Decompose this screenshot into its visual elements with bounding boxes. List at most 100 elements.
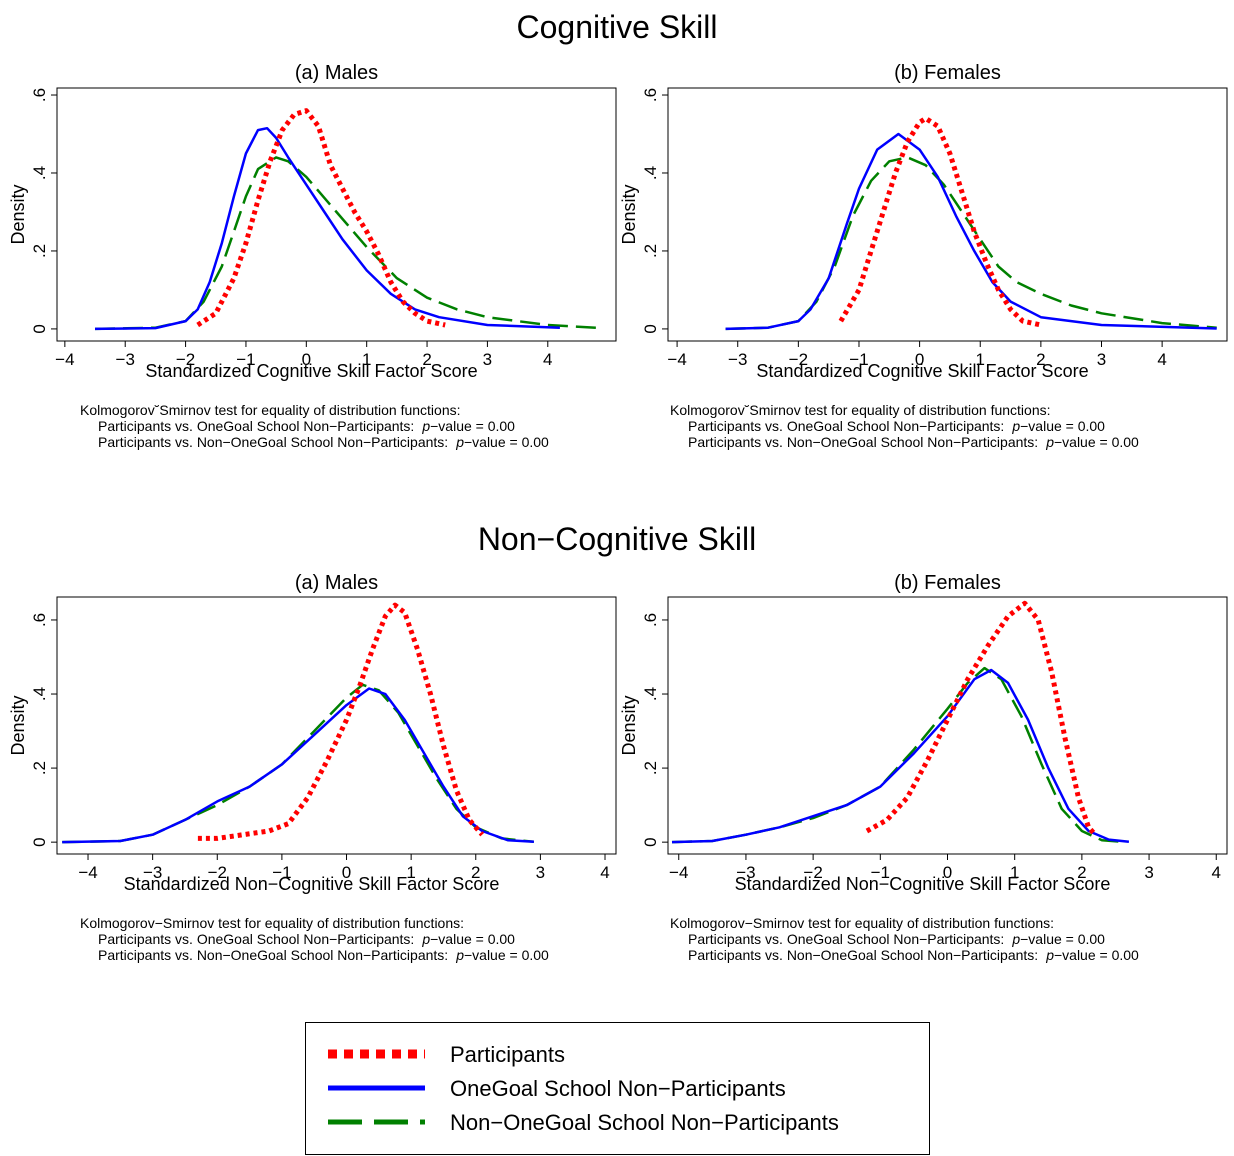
- p-value: −value = 0.00: [430, 931, 515, 947]
- x-tick-label: 0: [943, 863, 952, 882]
- x-tick-label: −4: [78, 863, 97, 882]
- p-symbol: p: [1045, 434, 1054, 450]
- note-line: Participants vs. OneGoal School Non−Part…: [98, 418, 515, 434]
- x-tick-label: 1: [976, 350, 985, 369]
- p-value: −value = 0.00: [1054, 947, 1139, 963]
- x-tick-label: −4: [55, 350, 74, 369]
- y-axis-label: Density: [8, 695, 28, 755]
- x-axis-label: Standardized Cognitive Skill Factor Scor…: [145, 361, 477, 381]
- y-tick-label: .2: [641, 761, 660, 775]
- chart-title: (b) Females: [894, 572, 1001, 594]
- y-tick-label: .6: [641, 88, 660, 102]
- p-value: −value = 0.00: [1020, 418, 1105, 434]
- x-tick-label: 4: [1212, 863, 1221, 882]
- legend-label: Non−OneGoal School Non−Participants: [450, 1110, 839, 1135]
- x-axis-label: Standardized Cognitive Skill Factor Scor…: [756, 361, 1088, 381]
- x-tick-label: −2: [803, 863, 822, 882]
- y-tick-label: .2: [30, 244, 49, 258]
- density-line: [94, 126, 560, 331]
- x-tick-label: 0: [342, 863, 351, 882]
- note-heading: Kolmogorov˘Smirnov test for equality of …: [80, 402, 461, 418]
- note-text: Participants vs. OneGoal School Non−Part…: [688, 418, 1004, 434]
- note-line: Participants vs. Non−OneGoal School Non−…: [98, 947, 549, 963]
- p-value: −value = 0.00: [464, 434, 549, 450]
- legend-label: Participants: [450, 1042, 565, 1067]
- p-value: −value = 0.00: [430, 418, 515, 434]
- note-line: Participants vs. Non−OneGoal School Non−…: [98, 434, 549, 450]
- density-line: [865, 600, 1098, 837]
- p-symbol: p: [421, 418, 430, 434]
- x-tick-label: 1: [362, 350, 371, 369]
- x-tick-label: −3: [736, 863, 755, 882]
- x-tick-label: 3: [536, 863, 545, 882]
- y-tick-label: 0: [30, 324, 49, 333]
- section-title: Non−Cognitive Skill: [478, 521, 756, 557]
- x-tick-label: 0: [915, 350, 924, 369]
- x-tick-label: −1: [871, 863, 890, 882]
- x-axis-label: Standardized Non−Cognitive Skill Factor …: [124, 874, 500, 894]
- x-tick-label: −4: [667, 350, 686, 369]
- x-tick-label: 1: [1010, 863, 1019, 882]
- note-text: Participants vs. OneGoal School Non−Part…: [98, 418, 414, 434]
- y-tick-label: .4: [30, 687, 49, 701]
- x-tick-label: −1: [236, 350, 255, 369]
- x-tick-label: 1: [406, 863, 415, 882]
- legend-label: OneGoal School Non−Participants: [450, 1076, 786, 1101]
- note-text: Participants vs. OneGoal School Non−Part…: [688, 931, 1004, 947]
- x-tick-label: 3: [483, 350, 492, 369]
- y-tick-label: .4: [30, 166, 49, 180]
- chart-title: (a) Males: [295, 62, 378, 84]
- note-line: Participants vs. OneGoal School Non−Part…: [688, 931, 1105, 947]
- y-tick-label: .6: [30, 88, 49, 102]
- note-heading: Kolmogorov−Smirnov test for equality of …: [670, 915, 1054, 931]
- p-symbol: p: [1011, 931, 1020, 947]
- x-tick-label: −1: [272, 863, 291, 882]
- y-axis-label: Density: [8, 184, 28, 244]
- note-heading: Kolmogorov˘Smirnov test for equality of …: [670, 402, 1051, 418]
- x-tick-label: −3: [143, 863, 162, 882]
- density-line: [838, 115, 1042, 328]
- density-line: [196, 108, 446, 328]
- p-symbol: p: [1045, 947, 1054, 963]
- x-tick-label: −2: [208, 863, 227, 882]
- p-symbol: p: [455, 434, 464, 450]
- plot-frame: [56, 596, 617, 855]
- note-line: Participants vs. OneGoal School Non−Part…: [688, 418, 1105, 434]
- x-tick-label: −4: [669, 863, 688, 882]
- density-line: [725, 156, 1217, 331]
- note-text: Participants vs. OneGoal School Non−Part…: [98, 931, 414, 947]
- plot-frame: [56, 87, 617, 342]
- note-text: Participants vs. Non−OneGoal School Non−…: [688, 947, 1038, 963]
- plot-frame: [667, 87, 1228, 342]
- note-line: Participants vs. OneGoal School Non−Part…: [98, 931, 515, 947]
- p-value: −value = 0.00: [1020, 931, 1105, 947]
- note-text: Participants vs. Non−OneGoal School Non−…: [98, 434, 448, 450]
- x-tick-label: −2: [789, 350, 808, 369]
- chart-title: (a) Males: [295, 572, 378, 594]
- y-axis-label: Density: [619, 184, 639, 244]
- x-tick-label: 4: [543, 350, 552, 369]
- density-line: [94, 156, 603, 331]
- x-tick-label: 3: [1144, 863, 1153, 882]
- x-tick-label: −3: [116, 350, 135, 369]
- p-symbol: p: [1011, 418, 1020, 434]
- x-tick-label: 2: [471, 863, 480, 882]
- p-value: −value = 0.00: [464, 947, 549, 963]
- y-tick-label: .4: [641, 166, 660, 180]
- section-title: Cognitive Skill: [517, 9, 718, 45]
- note-text: Participants vs. Non−OneGoal School Non−…: [98, 947, 448, 963]
- y-tick-label: .6: [30, 613, 49, 627]
- y-axis-label: Density: [619, 695, 639, 755]
- x-tick-label: 2: [422, 350, 431, 369]
- x-tick-label: −1: [849, 350, 868, 369]
- y-tick-label: .4: [641, 687, 660, 701]
- density-line: [62, 687, 534, 844]
- y-tick-label: 0: [641, 837, 660, 846]
- x-tick-label: 4: [1157, 350, 1166, 369]
- note-heading: Kolmogorov−Smirnov test for equality of …: [80, 915, 464, 931]
- y-tick-label: 0: [30, 837, 49, 846]
- density-line: [671, 668, 1130, 844]
- x-tick-label: 0: [302, 350, 311, 369]
